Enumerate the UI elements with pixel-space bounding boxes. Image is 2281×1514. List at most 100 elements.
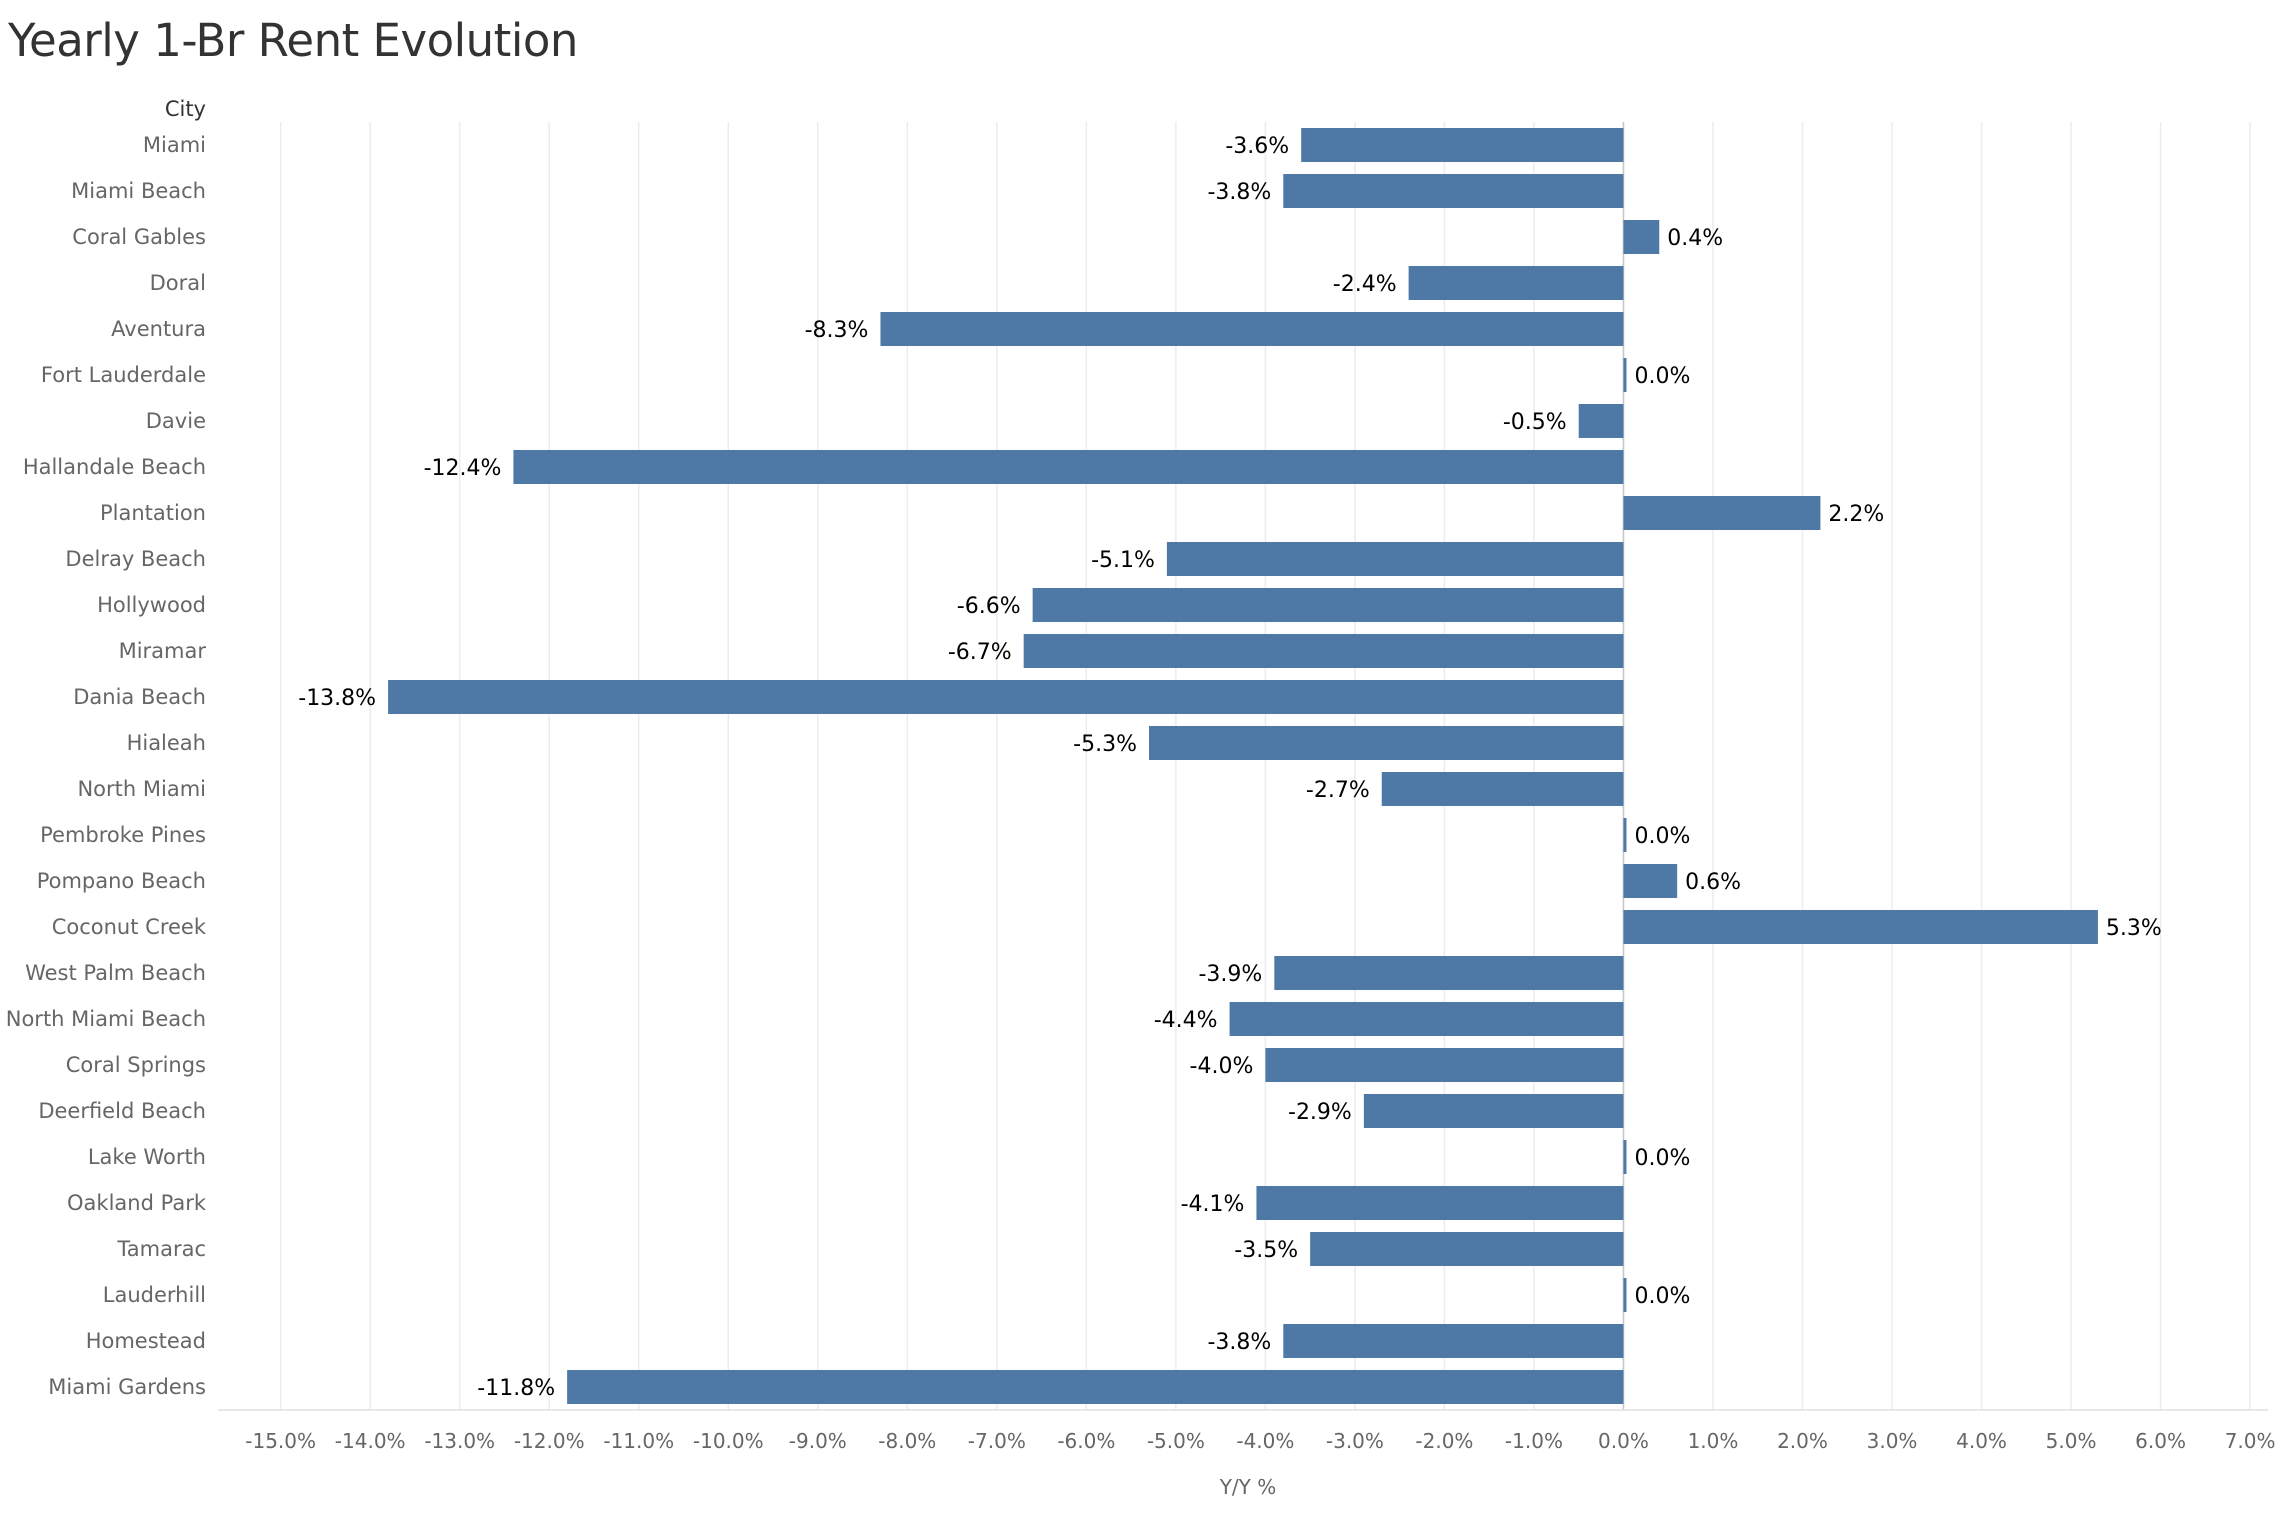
value-label: 0.0% <box>1634 824 1690 849</box>
bar <box>1623 818 1627 852</box>
value-label: -2.7% <box>1306 778 1370 803</box>
category-label: Plantation <box>100 501 206 525</box>
value-label: 0.0% <box>1634 1284 1690 1309</box>
value-label: -5.3% <box>1073 732 1137 757</box>
value-label: -5.1% <box>1091 548 1155 573</box>
x-tick-label: -10.0% <box>693 1429 764 1453</box>
value-label: -3.8% <box>1207 180 1271 205</box>
category-label: Pompano Beach <box>37 869 206 893</box>
x-tick-label: -8.0% <box>878 1429 936 1453</box>
bar <box>513 450 1624 484</box>
value-label: 0.0% <box>1634 364 1690 389</box>
value-label: -8.3% <box>805 318 869 343</box>
value-label: -2.4% <box>1333 272 1397 297</box>
category-label: Miami Beach <box>71 179 206 203</box>
category-label: Hallandale Beach <box>23 455 206 479</box>
value-label: 5.3% <box>2106 916 2162 941</box>
bar <box>1623 1278 1627 1312</box>
value-label: -13.8% <box>298 686 376 711</box>
x-tick-label: -15.0% <box>245 1429 316 1453</box>
category-label: Tamarac <box>116 1237 206 1261</box>
x-tick-label: 5.0% <box>2046 1429 2097 1453</box>
bar <box>1283 174 1624 208</box>
bar <box>1283 1324 1624 1358</box>
value-label: -3.9% <box>1198 962 1262 987</box>
bar <box>1274 956 1624 990</box>
x-tick-label: -2.0% <box>1415 1429 1473 1453</box>
bar <box>1381 772 1624 806</box>
bar <box>1578 404 1624 438</box>
x-tick-label: -9.0% <box>789 1429 847 1453</box>
category-label: North Miami Beach <box>6 1007 206 1031</box>
bar <box>1623 864 1678 898</box>
x-tick-label: -12.0% <box>514 1429 585 1453</box>
value-label: -4.1% <box>1181 1192 1245 1217</box>
x-tick-label: 4.0% <box>1956 1429 2007 1453</box>
value-label: -3.5% <box>1234 1238 1298 1263</box>
x-tick-label: -1.0% <box>1505 1429 1563 1453</box>
x-tick-label: 2.0% <box>1777 1429 1828 1453</box>
bar <box>567 1370 1624 1404</box>
bar <box>1301 128 1624 162</box>
category-label: Oakland Park <box>67 1191 207 1215</box>
bar <box>1032 588 1624 622</box>
category-label: Miami <box>143 133 206 157</box>
value-label: -4.0% <box>1190 1054 1254 1079</box>
category-label: Homestead <box>86 1329 206 1353</box>
bar <box>1256 1186 1624 1220</box>
x-tick-label: -6.0% <box>1057 1429 1115 1453</box>
x-tick-label: -13.0% <box>424 1429 495 1453</box>
x-tick-label: -5.0% <box>1147 1429 1205 1453</box>
value-label: -12.4% <box>424 456 502 481</box>
category-label: Hialeah <box>127 731 206 755</box>
bar <box>388 680 1624 714</box>
bar <box>1310 1232 1624 1266</box>
x-tick-label: 6.0% <box>2135 1429 2186 1453</box>
category-label: Coconut Creek <box>52 915 207 939</box>
x-tick-label: -3.0% <box>1326 1429 1384 1453</box>
value-label: -2.9% <box>1288 1100 1352 1125</box>
category-label: Coral Gables <box>72 225 206 249</box>
category-label: Fort Lauderdale <box>41 363 206 387</box>
category-label: Dania Beach <box>73 685 206 709</box>
bar <box>1623 1140 1627 1174</box>
bar <box>1363 1094 1624 1128</box>
category-label: Lake Worth <box>88 1145 206 1169</box>
category-label: Pembroke Pines <box>40 823 206 847</box>
category-label: Lauderhill <box>103 1283 206 1307</box>
category-label: West Palm Beach <box>25 961 206 985</box>
category-header: City <box>165 97 206 121</box>
bar <box>1623 358 1627 392</box>
value-label: -6.7% <box>948 640 1012 665</box>
bar <box>1623 910 2098 944</box>
value-label: -3.6% <box>1225 134 1289 159</box>
bar <box>1265 1048 1624 1082</box>
bar <box>1166 542 1624 576</box>
value-label: 0.0% <box>1634 1146 1690 1171</box>
x-tick-label: -4.0% <box>1236 1429 1294 1453</box>
chart-title: Yearly 1-Br Rent Evolution <box>8 14 578 67</box>
value-label: 2.2% <box>1828 502 1884 527</box>
x-tick-label: 7.0% <box>2225 1429 2276 1453</box>
x-axis-title: Y/Y % <box>1219 1475 1277 1499</box>
value-label: 0.4% <box>1667 226 1723 251</box>
value-label: -3.8% <box>1207 1330 1271 1355</box>
bar <box>1623 220 1660 254</box>
x-tick-label: -11.0% <box>603 1429 674 1453</box>
category-label: Hollywood <box>97 593 206 617</box>
value-label: -0.5% <box>1503 410 1567 435</box>
x-tick-label: -14.0% <box>335 1429 406 1453</box>
bar <box>1149 726 1624 760</box>
value-label: 0.6% <box>1685 870 1741 895</box>
category-label: North Miami <box>77 777 206 801</box>
value-label: -6.6% <box>957 594 1021 619</box>
x-tick-label: -7.0% <box>968 1429 1026 1453</box>
category-label: Delray Beach <box>65 547 206 571</box>
category-label: Coral Springs <box>66 1053 206 1077</box>
category-label: Davie <box>146 409 206 433</box>
category-label: Deerfield Beach <box>38 1099 206 1123</box>
category-label: Doral <box>150 271 206 295</box>
category-label: Miami Gardens <box>48 1375 206 1399</box>
